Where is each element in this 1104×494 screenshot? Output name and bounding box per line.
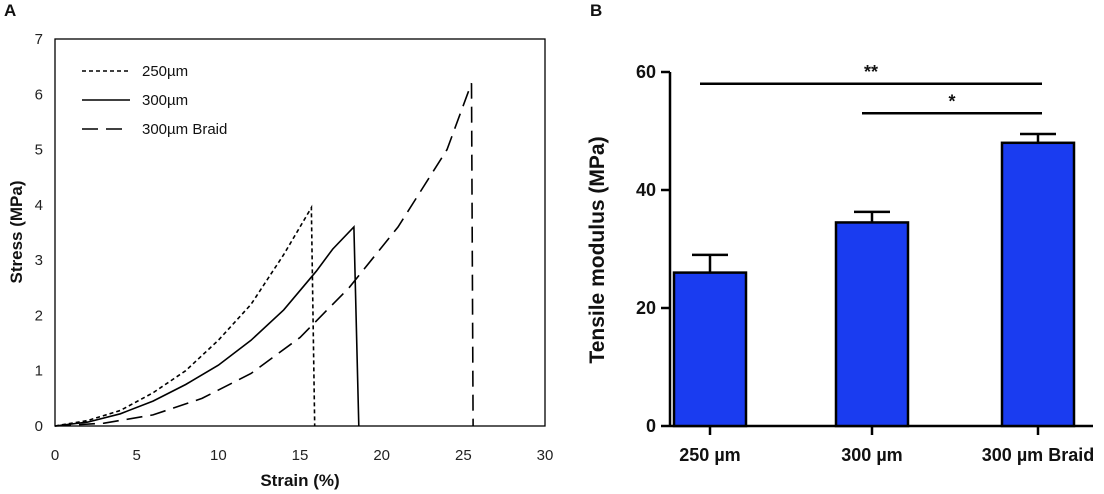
panel-a-y-tick-label: 6 [35, 86, 43, 103]
panel-a-y-ticks: 0 1 2 3 4 5 6 7 [35, 31, 43, 435]
panel-b-bars [672, 132, 1076, 428]
panel-a-x-ticks: 0 5 10 15 20 25 30 [51, 447, 554, 464]
panel-a-y-tick-label: 7 [35, 31, 43, 48]
panel-a-series-line-1 [54, 204, 316, 427]
panel-a-series [54, 82, 474, 427]
panel-a-y-tick-label: 1 [35, 363, 43, 380]
panel-a-y-tick-label: 0 [35, 418, 43, 435]
panel-a-x-tick-label: 10 [210, 447, 227, 464]
panel-b-category-label: 250 µm [679, 445, 740, 465]
panel-a-x-tick-label: 20 [373, 447, 390, 464]
panel-b-y-tick-label: 0 [646, 416, 656, 436]
panel-b-significance: *** [700, 62, 1042, 115]
panel-b-y-ticks: 0 20 40 60 [636, 62, 670, 436]
panel-a-y-axis-title: Stress (MPa) [7, 181, 26, 284]
panel-b-significance-label: * [948, 91, 955, 111]
panel-a-x-tick-label: 0 [51, 447, 59, 464]
panel-a-series-line-3 [54, 82, 474, 427]
panel-a-x-tick-label: 25 [455, 447, 472, 464]
panel-a-y-tick-label: 5 [35, 142, 43, 159]
panel-a-legend: 250µm 300µm 300µm Braid [82, 63, 227, 138]
panel-a-legend-label: 250µm [142, 63, 188, 80]
panel-a-label: A [4, 1, 16, 20]
panel-b-y-tick-label: 40 [636, 180, 656, 200]
panel-b-y-axis-title: Tensile modulus (MPa) [586, 136, 609, 363]
panel-b-y-tick-label: 60 [636, 62, 656, 82]
panel-b-category-label: 300 µm [841, 445, 902, 465]
panel-a-legend-label: 300µm Braid [142, 121, 227, 138]
panel-a-x-tick-label: 30 [537, 447, 554, 464]
panel-b-significance-label: ** [864, 62, 878, 82]
panel-b-bar [672, 271, 748, 428]
panel-a-x-tick-label: 5 [132, 447, 140, 464]
panel-a-y-tick-label: 4 [35, 197, 43, 214]
panel-a-y-tick-label: 3 [35, 252, 43, 269]
panel-b-label: B [590, 1, 602, 20]
panel-a: A 0 1 2 3 4 5 6 7 0 5 10 15 20 25 30 250µm 300µm 300µm … [4, 1, 553, 490]
panel-b-bar [1000, 141, 1076, 428]
panel-a-plot-frame [54, 38, 546, 427]
panel-b-category-label: 300 µm Braid [982, 445, 1094, 465]
panel-a-x-tick-label: 15 [292, 447, 309, 464]
panel-a-y-tick-label: 2 [35, 307, 43, 324]
panel-a-legend-label: 300µm [142, 92, 188, 109]
panel-a-series-line-2 [54, 225, 360, 427]
panel-b-category-labels: 250 µm 300 µm 300 µm Braid [679, 426, 1094, 465]
panel-b-bar [834, 221, 910, 428]
panel-b-y-tick-label: 20 [636, 298, 656, 318]
panel-a-x-axis-title: Strain (%) [260, 471, 339, 490]
